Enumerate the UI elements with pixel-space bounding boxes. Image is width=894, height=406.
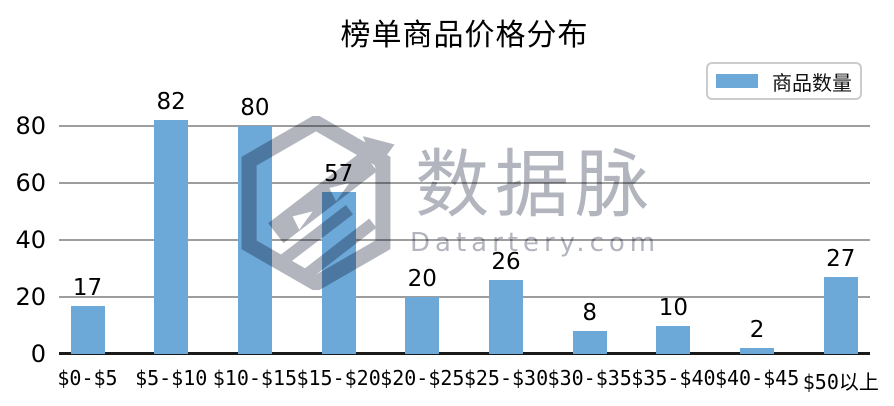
bar-value-label: 82 bbox=[156, 89, 186, 116]
bar-value-label: 27 bbox=[826, 246, 856, 273]
bar-value-label: 17 bbox=[72, 274, 103, 301]
bar-$15-$20[interactable] bbox=[321, 191, 356, 354]
y-axis-tick-label: 80 bbox=[15, 112, 46, 140]
bar-$5-$10[interactable] bbox=[154, 120, 189, 354]
x-axis-tick-label: $15-$20 bbox=[296, 366, 381, 390]
x-axis-tick-label: $35-$40 bbox=[631, 366, 716, 390]
plot-area: 17 82 80 57 20 26 8 10 2 27 bbox=[59, 89, 870, 355]
bar-value-label: 80 bbox=[240, 95, 270, 121]
gridline bbox=[59, 125, 870, 127]
y-axis-tick-label: 60 bbox=[15, 169, 46, 197]
x-axis-line bbox=[59, 352, 870, 355]
y-axis-tick-label: 20 bbox=[15, 283, 46, 311]
x-axis-tick-label: $5-$10 bbox=[135, 366, 208, 390]
bar-$0-$5[interactable] bbox=[70, 305, 105, 354]
gridline bbox=[59, 182, 870, 184]
bar-value-label: 2 bbox=[749, 317, 765, 344]
bar-value-label: 10 bbox=[658, 294, 689, 321]
legend-swatch-icon bbox=[716, 74, 758, 88]
bar-$30-$35[interactable] bbox=[572, 331, 607, 354]
bar-value-label: 20 bbox=[407, 266, 437, 292]
gridline bbox=[59, 296, 870, 298]
x-axis-tick-label: $30-$35 bbox=[547, 366, 632, 390]
bar-value-label: 57 bbox=[323, 160, 354, 187]
x-axis-tick-label: $50以上 bbox=[802, 370, 879, 394]
x-axis-tick-label: $10-$15 bbox=[212, 366, 298, 390]
bar-$10-$15[interactable] bbox=[237, 126, 272, 354]
gridline bbox=[59, 239, 870, 241]
legend[interactable]: 商品数量 bbox=[706, 62, 862, 100]
y-axis-tick-label: 0 bbox=[30, 340, 46, 368]
bar-value-label: 8 bbox=[582, 300, 598, 327]
y-axis-tick-label: 40 bbox=[15, 226, 46, 254]
chart-title: 榜单商品价格分布 bbox=[340, 18, 589, 53]
bar-$50以上[interactable] bbox=[823, 277, 858, 354]
bar-$40-$45[interactable] bbox=[740, 348, 775, 354]
bar-value-label: 26 bbox=[491, 248, 521, 275]
bar-$35-$40[interactable] bbox=[656, 325, 691, 354]
bar-$25-$30[interactable] bbox=[489, 279, 523, 354]
x-axis-tick-label: $40-$45 bbox=[714, 366, 800, 390]
x-axis-tick-label: $25-$30 bbox=[463, 366, 549, 390]
legend-label: 商品数量 bbox=[772, 70, 852, 95]
bar-$20-$25[interactable] bbox=[405, 297, 440, 354]
x-axis-tick-label: $20-$25 bbox=[380, 366, 465, 390]
x-axis-tick-label: $0-$5 bbox=[57, 366, 118, 390]
